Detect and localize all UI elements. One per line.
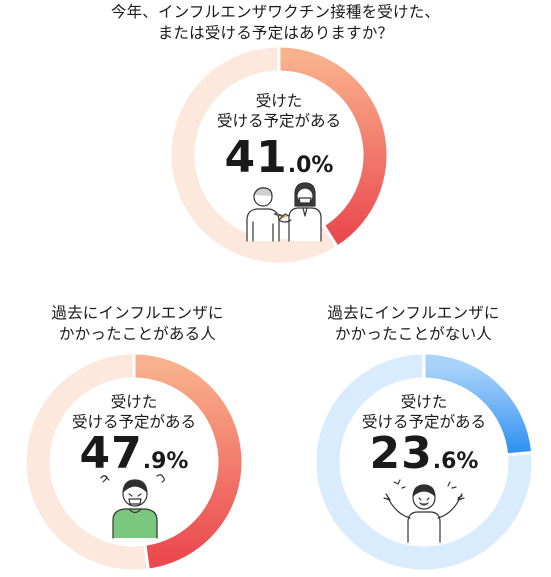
right-title-line-2: かかったことがない人 bbox=[334, 325, 492, 343]
center-label-line-1: 受けた bbox=[110, 393, 158, 411]
center-label-line-2: 受ける予定がある bbox=[71, 413, 196, 431]
nurse-vaccinating-elderly-icon bbox=[246, 182, 322, 242]
right-title-line-1: 過去にインフルエンザに bbox=[327, 304, 500, 322]
value-int: 41 bbox=[224, 132, 288, 183]
center-label-line-2: 受ける予定がある bbox=[361, 413, 486, 431]
donut-slice bbox=[278, 47, 387, 246]
center-label-line-2: 受ける予定がある bbox=[216, 112, 341, 130]
left-title-line-2: かかったことがある人 bbox=[58, 325, 216, 343]
value-dec: .6% bbox=[432, 449, 479, 474]
slice-separator bbox=[322, 224, 339, 248]
left-title-line-1: 過去にインフルエンザに bbox=[51, 304, 224, 322]
center-label-line-1: 受けた bbox=[255, 92, 303, 110]
value-had-flu: 47.9% bbox=[44, 428, 224, 479]
sick-person-icon bbox=[100, 474, 165, 539]
slice-separator bbox=[143, 544, 150, 570]
cheerful-person-icon bbox=[383, 479, 465, 543]
slice-separator bbox=[507, 450, 533, 457]
value-int: 23 bbox=[369, 428, 433, 479]
center-label-line-1: 受けた bbox=[400, 393, 448, 411]
donut-chart-overall bbox=[171, 46, 387, 263]
donut-chart-had-flu bbox=[26, 353, 242, 570]
right-chart-title: 過去にインフルエンザに かかったことがない人 bbox=[276, 303, 551, 345]
donut-chart-never-flu bbox=[316, 353, 533, 570]
value-dec: .9% bbox=[142, 449, 189, 474]
center-label-overall: 受けた 受ける予定がある bbox=[189, 91, 369, 131]
value-overall: 41.0% bbox=[189, 132, 369, 183]
value-int: 47 bbox=[79, 428, 143, 479]
donut-slice bbox=[133, 354, 242, 569]
value-dec: .0% bbox=[287, 153, 334, 178]
main-title-line-1: 今年、インフルエンザワクチン接種を受けた、 bbox=[110, 3, 441, 21]
value-never-flu: 23.6% bbox=[334, 428, 514, 479]
main-title-line-2: または受ける予定はありますか？ bbox=[157, 24, 394, 42]
donut-slice bbox=[423, 354, 532, 455]
center-label-never-flu: 受けた 受ける予定がある bbox=[334, 392, 514, 432]
main-title: 今年、インフルエンザワクチン接種を受けた、 または受ける予定はありますか？ bbox=[0, 2, 551, 44]
center-label-had-flu: 受けた 受ける予定がある bbox=[44, 392, 224, 432]
left-chart-title: 過去にインフルエンザに かかったことがある人 bbox=[0, 303, 275, 345]
